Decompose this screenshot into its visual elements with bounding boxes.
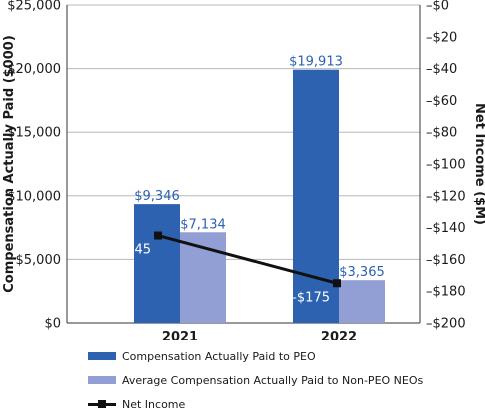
- y-tick-right: –$160: [426, 253, 466, 268]
- y-tick-left: $0: [44, 317, 61, 332]
- y-axis-title-left: Compensation Actually Paid ($000): [2, 35, 17, 293]
- compensation-chart: $0 $5,000 $10,000 $15,000 $20,000 $25,000 –$20…: [2, 0, 485, 340]
- y-axis-title-right: Net Income ($M): [472, 103, 485, 225]
- net-income-marker: [333, 279, 341, 288]
- y-tick-right: –$20: [426, 30, 457, 45]
- net-income-label: –$145: [111, 243, 151, 258]
- y-tick-right: –$0: [426, 0, 449, 14]
- legend-item-net-income: Net Income: [88, 394, 478, 414]
- bar-peo: [134, 204, 180, 323]
- legend-swatch-peo: [88, 352, 116, 360]
- y-tick-right: –$140: [426, 221, 466, 236]
- chart-legend: Compensation Actually Paid to PEO Averag…: [88, 346, 478, 418]
- y-tick-left: $5,000: [16, 253, 62, 268]
- y-tick-right: –$120: [426, 189, 466, 204]
- y-tick-right: –$40: [426, 62, 457, 77]
- y-tick-left: $10,000: [7, 189, 61, 204]
- legend-swatch-neo: [88, 376, 116, 384]
- y-tick-left: $15,000: [7, 126, 61, 141]
- net-income-marker: [154, 231, 162, 240]
- y-tick-right: –$80: [426, 126, 457, 141]
- bar-neo: [339, 280, 385, 323]
- net-income-line: [157, 234, 338, 285]
- bar-label-neo: $3,365: [339, 265, 385, 280]
- y-tick-right: –$200: [426, 317, 466, 332]
- legend-label-peo: Compensation Actually Paid to PEO: [122, 349, 316, 363]
- y-tick-right: –$60: [426, 94, 457, 109]
- legend-item-neo: Average Compensation Actually Paid to No…: [88, 370, 478, 390]
- y-tick-right: –$100: [426, 158, 466, 173]
- legend-item-peo: Compensation Actually Paid to PEO: [88, 346, 478, 366]
- bar-label-neo: $7,134: [180, 217, 226, 232]
- y-tick-left: $25,000: [7, 0, 61, 14]
- y-tick-left: $20,000: [7, 62, 61, 77]
- legend-line-net-income: [88, 400, 116, 408]
- bar-peo: [293, 69, 339, 324]
- bar-neo: [180, 232, 226, 323]
- bar-label-peo: $19,913: [289, 55, 343, 70]
- legend-label-neo: Average Compensation Actually Paid to No…: [122, 373, 424, 387]
- bar-label-peo: $9,346: [134, 189, 180, 204]
- legend-label-net-income: Net Income: [122, 397, 186, 411]
- x-tick-label: 2022: [321, 330, 357, 340]
- y-tick-right: –$180: [426, 285, 466, 300]
- x-tick-label: 2021: [162, 330, 198, 340]
- net-income-label: –$175: [290, 290, 330, 305]
